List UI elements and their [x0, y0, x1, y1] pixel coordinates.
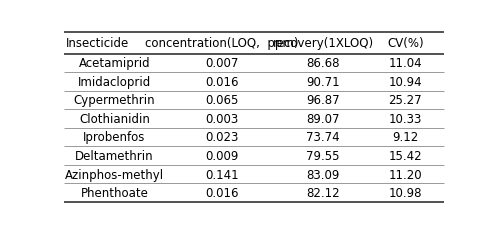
Text: 15.42: 15.42	[389, 149, 422, 162]
Text: 90.71: 90.71	[306, 76, 340, 88]
Text: 10.98: 10.98	[389, 186, 422, 199]
Text: 0.016: 0.016	[205, 76, 238, 88]
Text: 79.55: 79.55	[306, 149, 340, 162]
Text: recovery(1XLOQ): recovery(1XLOQ)	[273, 37, 373, 50]
Text: Cypermethrin: Cypermethrin	[74, 94, 155, 107]
Text: 10.33: 10.33	[389, 112, 422, 125]
Text: 82.12: 82.12	[306, 186, 340, 199]
Text: Deltamethrin: Deltamethrin	[75, 149, 154, 162]
Text: Iprobenfos: Iprobenfos	[83, 131, 146, 144]
Text: Insecticide: Insecticide	[66, 37, 129, 50]
Text: 0.009: 0.009	[205, 149, 238, 162]
Text: 83.09: 83.09	[306, 168, 340, 181]
Text: 9.12: 9.12	[392, 131, 418, 144]
Text: CV(%): CV(%)	[387, 37, 424, 50]
Text: concentration(LOQ,  ppm): concentration(LOQ, ppm)	[145, 37, 298, 50]
Text: 73.74: 73.74	[306, 131, 340, 144]
Text: Imidacloprid: Imidacloprid	[78, 76, 151, 88]
Text: Clothianidin: Clothianidin	[79, 112, 150, 125]
Text: 0.065: 0.065	[205, 94, 238, 107]
Text: 11.04: 11.04	[389, 57, 422, 70]
Text: Acetamiprid: Acetamiprid	[79, 57, 150, 70]
Text: Phenthoate: Phenthoate	[81, 186, 148, 199]
Text: 0.003: 0.003	[205, 112, 238, 125]
Text: 86.68: 86.68	[306, 57, 340, 70]
Text: 0.141: 0.141	[205, 168, 239, 181]
Text: 25.27: 25.27	[389, 94, 422, 107]
Text: 96.87: 96.87	[306, 94, 340, 107]
Text: 11.20: 11.20	[389, 168, 422, 181]
Text: 0.016: 0.016	[205, 186, 238, 199]
Text: 0.007: 0.007	[205, 57, 238, 70]
Text: Azinphos-methyl: Azinphos-methyl	[65, 168, 164, 181]
Text: 0.023: 0.023	[205, 131, 238, 144]
Text: 89.07: 89.07	[306, 112, 340, 125]
Text: 10.94: 10.94	[389, 76, 422, 88]
